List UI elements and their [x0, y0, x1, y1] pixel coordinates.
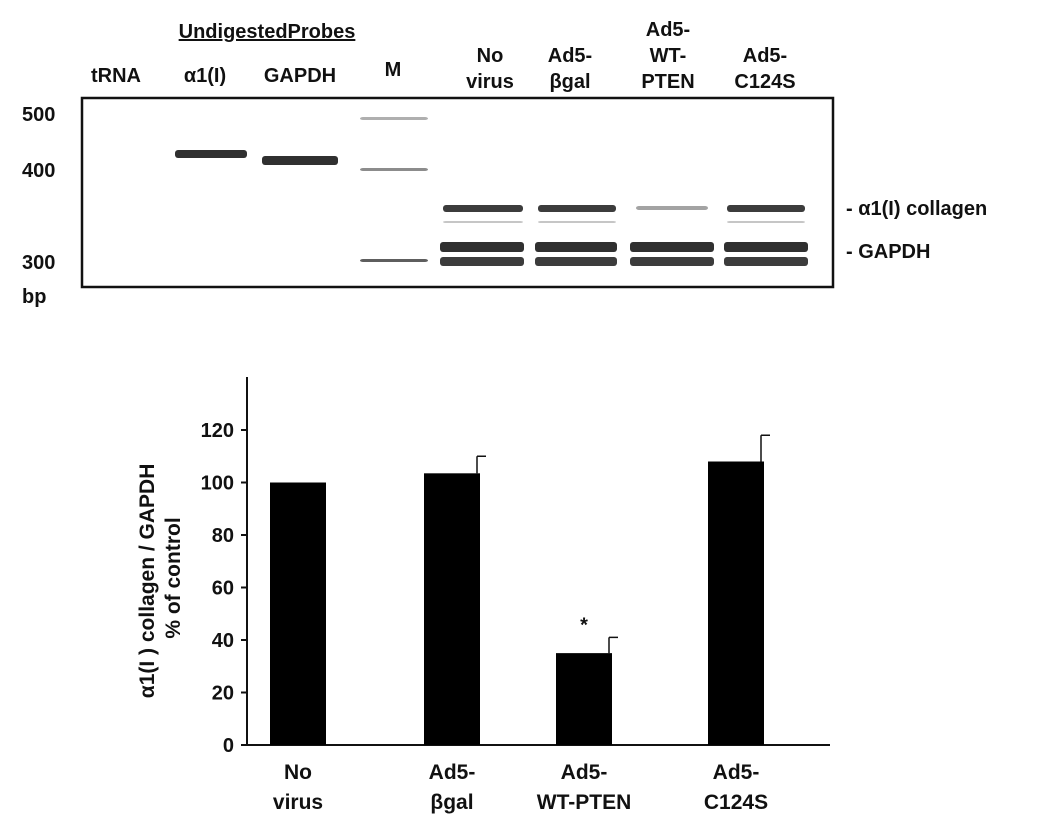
gel-frame	[80, 96, 835, 289]
size-unit-label: bp	[22, 286, 46, 308]
size-marker-400: 400	[22, 160, 55, 182]
lane-label: Ad5- WT- PTEN	[641, 19, 694, 93]
size-marker-500: 500	[22, 104, 55, 126]
bar	[424, 473, 480, 745]
lane-label-line: WT-	[650, 45, 687, 67]
gel-band	[360, 168, 428, 171]
lane-label: Ad5- βgal	[548, 45, 592, 93]
bar	[270, 482, 326, 745]
x-category-label-line: C124S	[704, 791, 768, 814]
x-category-label: Ad5- βgal	[429, 761, 476, 814]
lane-label-line: Ad5-	[548, 45, 592, 67]
gel-band	[724, 242, 808, 252]
significance-marker: *	[580, 614, 588, 636]
x-category-label: Ad5- WT-PTEN	[537, 761, 632, 814]
y-axis-title-line-1: α1(I ) collagen / GAPDH	[136, 464, 159, 699]
lane-label-line: C124S	[734, 71, 795, 93]
lane-label-line: Ad5-	[646, 19, 690, 41]
gel-band	[535, 242, 617, 252]
gel-panel: UndigestedProbes tRNA α1(I) GAPDH M No virus A…	[22, 19, 987, 308]
gel-band	[727, 221, 805, 223]
lane-label: Ad5- C124S	[734, 45, 795, 93]
lane-label-line: βgal	[549, 71, 590, 93]
lane-label: M	[385, 59, 402, 81]
y-tick-label: 100	[201, 473, 234, 495]
x-axis-labels: No virus Ad5- βgal Ad5- WT-PTEN Ad5- C124S	[273, 761, 768, 814]
y-tick-label: 80	[212, 525, 234, 547]
y-tick-label: 120	[201, 420, 234, 442]
bar-chart: α1(I ) collagen / GAPDH % of control 0 20…	[136, 377, 830, 814]
band-label-collagen: - α1(I) collagen	[846, 198, 987, 220]
gel-band	[630, 257, 714, 266]
x-category-label-line: Ad5-	[713, 761, 760, 784]
x-category-label-line: βgal	[430, 791, 473, 814]
x-category-label-line: WT-PTEN	[537, 791, 632, 814]
gel-band	[636, 206, 708, 210]
gel-band	[440, 257, 524, 266]
y-axis-ticks: 0 20 40 60 80 100 120	[201, 420, 247, 757]
x-category-label: No virus	[273, 761, 323, 814]
x-category-label-line: virus	[273, 791, 323, 814]
lane-label: No virus	[466, 45, 514, 93]
gel-bands	[175, 117, 808, 266]
bar	[556, 653, 612, 745]
gel-band	[360, 259, 428, 262]
y-tick-label: 20	[212, 683, 234, 705]
lane-label-line: Ad5-	[743, 45, 787, 67]
lane-label-line: tRNA	[91, 65, 141, 87]
gel-band	[724, 257, 808, 266]
gel-band	[538, 221, 616, 223]
lane-label-line: GAPDH	[264, 65, 336, 87]
lane-label-line: PTEN	[641, 71, 694, 93]
x-category-label-line: Ad5-	[429, 761, 476, 784]
bars: *	[270, 434, 770, 745]
gel-band	[175, 150, 247, 158]
y-axis-title: α1(I ) collagen / GAPDH % of control	[136, 458, 185, 698]
gel-band	[440, 242, 524, 252]
x-category-label: Ad5- C124S	[704, 761, 768, 814]
undigested-probes-header: UndigestedProbes	[179, 21, 356, 43]
x-category-label-line: No	[284, 761, 312, 784]
lane-label: GAPDH	[264, 65, 336, 87]
band-label-gapdh: - GAPDH	[846, 241, 930, 263]
y-tick-label: 0	[223, 735, 234, 757]
lane-labels: tRNA α1(I) GAPDH M No virus Ad5- βgal Ad5- WT- PTE…	[91, 19, 796, 93]
gel-band	[538, 205, 616, 212]
gel-band	[262, 156, 338, 165]
lane-label-line: α1(I)	[184, 65, 226, 87]
x-category-label-line: Ad5-	[561, 761, 608, 784]
y-axis-title-line-2: % of control	[162, 517, 185, 638]
gel-band	[727, 205, 805, 212]
y-tick-label: 40	[212, 630, 234, 652]
lane-label: tRNA	[91, 65, 141, 87]
lane-label-line: No	[477, 45, 504, 67]
gel-band	[360, 117, 428, 120]
bar	[708, 461, 764, 745]
gel-band	[443, 221, 523, 223]
y-tick-label: 60	[212, 578, 234, 600]
gel-band	[535, 257, 617, 266]
lane-label: α1(I)	[184, 65, 226, 87]
lane-label-line: virus	[466, 71, 514, 93]
gel-band	[630, 242, 714, 252]
size-marker-300: 300	[22, 252, 55, 274]
gel-band	[443, 205, 523, 212]
lane-label-line: M	[385, 59, 402, 81]
